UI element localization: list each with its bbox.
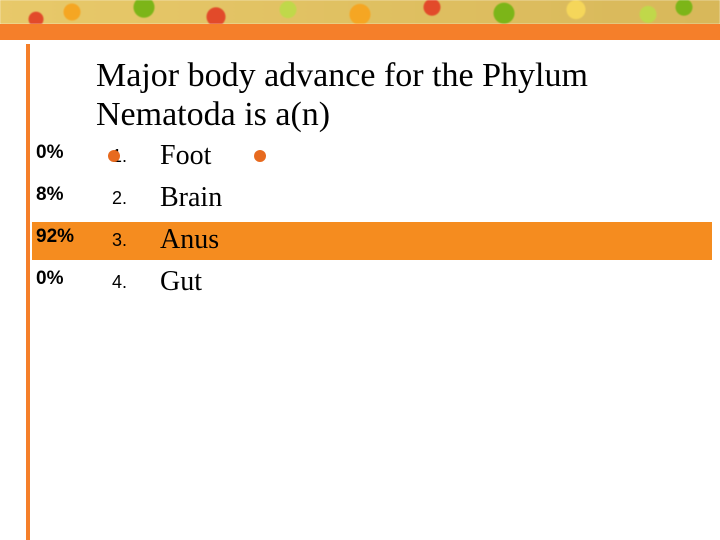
option-highlight-bar xyxy=(32,222,712,260)
option-label: Foot xyxy=(160,140,211,172)
option-row[interactable]: 92% 3. Anus xyxy=(0,220,720,262)
options-list: 0%1.Foot 8% 2. Brain 92% 3. Anus 0% 4. Gut xyxy=(0,136,720,304)
option-percent: 0% xyxy=(36,268,63,290)
option-label: Anus xyxy=(160,224,219,256)
white-gap-strip xyxy=(0,40,720,44)
option-row[interactable]: 0%1.Foot xyxy=(0,136,720,178)
bullet-dot-icon xyxy=(108,150,120,162)
option-index: 4. xyxy=(112,272,127,293)
option-index: 2. xyxy=(112,188,127,209)
decorative-top-banner xyxy=(0,0,720,24)
orange-header-bar xyxy=(0,24,720,40)
option-percent: 0% xyxy=(36,142,63,164)
option-label: Brain xyxy=(160,182,222,214)
option-percent: 8% xyxy=(36,184,63,206)
slide-content: Major body advance for the Phylum Nemato… xyxy=(0,50,720,540)
option-row[interactable]: 8% 2. Brain xyxy=(0,178,720,220)
option-index: 3. xyxy=(112,230,127,251)
option-row[interactable]: 0% 4. Gut xyxy=(0,262,720,304)
banner-texture xyxy=(0,0,720,24)
option-percent: 92% xyxy=(36,226,74,248)
question-text: Major body advance for the Phylum Nemato… xyxy=(96,56,696,134)
bullet-dot-icon xyxy=(254,150,266,162)
option-label: Gut xyxy=(160,266,202,298)
